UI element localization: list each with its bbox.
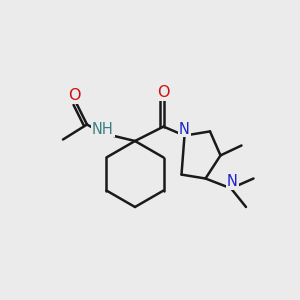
- Text: NH: NH: [92, 122, 114, 136]
- Text: N: N: [227, 174, 238, 189]
- Text: O: O: [157, 85, 170, 100]
- Text: N: N: [179, 122, 190, 136]
- Text: O: O: [68, 88, 80, 104]
